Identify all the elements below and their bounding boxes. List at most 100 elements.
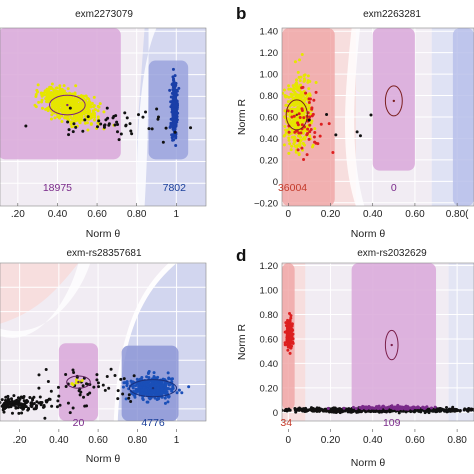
data-point bbox=[382, 405, 386, 409]
data-point bbox=[14, 406, 18, 410]
data-point bbox=[105, 106, 109, 110]
data-point bbox=[150, 391, 154, 395]
data-point bbox=[81, 129, 85, 133]
data-point bbox=[68, 106, 72, 110]
x-tick-label: 0.60 bbox=[88, 435, 108, 446]
data-point bbox=[37, 100, 41, 104]
data-point bbox=[308, 93, 312, 97]
data-point bbox=[287, 95, 291, 99]
cluster-nc bbox=[24, 106, 193, 144]
data-point bbox=[102, 125, 106, 129]
data-point bbox=[58, 86, 62, 90]
data-point bbox=[64, 372, 68, 376]
data-point bbox=[354, 407, 358, 411]
data-point bbox=[44, 97, 48, 101]
data-point bbox=[335, 407, 339, 411]
data-point bbox=[145, 375, 149, 379]
x-tick-label: 0 bbox=[286, 435, 292, 446]
data-point bbox=[43, 416, 47, 420]
y-tick-label: 1.00 bbox=[260, 285, 279, 296]
data-point bbox=[116, 130, 120, 134]
data-point bbox=[24, 124, 28, 128]
cluster-center bbox=[392, 99, 396, 103]
data-point bbox=[57, 394, 61, 398]
data-point bbox=[97, 385, 101, 389]
data-point bbox=[35, 88, 39, 92]
data-point bbox=[4, 401, 8, 405]
data-point bbox=[121, 392, 125, 396]
data-point bbox=[160, 380, 164, 384]
genotype-count: 20 bbox=[73, 417, 85, 429]
data-point bbox=[164, 386, 168, 390]
data-point bbox=[295, 85, 299, 89]
data-point bbox=[293, 60, 297, 64]
data-point bbox=[425, 409, 429, 413]
data-point bbox=[92, 118, 96, 122]
data-point bbox=[390, 404, 394, 408]
data-point bbox=[306, 74, 310, 78]
data-point bbox=[10, 411, 14, 415]
data-point bbox=[62, 84, 66, 88]
data-point bbox=[374, 405, 378, 409]
data-point bbox=[105, 374, 109, 378]
data-point bbox=[295, 144, 299, 148]
data-point bbox=[127, 393, 131, 397]
data-point bbox=[46, 380, 50, 384]
data-point bbox=[48, 397, 52, 401]
data-point bbox=[73, 119, 77, 123]
data-point bbox=[289, 332, 293, 336]
data-point bbox=[174, 136, 178, 140]
data-point bbox=[290, 144, 294, 148]
data-point bbox=[44, 107, 48, 111]
data-point bbox=[95, 378, 99, 382]
data-point bbox=[287, 117, 291, 121]
plot-frame bbox=[281, 262, 474, 422]
data-point bbox=[136, 113, 140, 117]
data-point bbox=[61, 98, 65, 102]
data-point bbox=[61, 95, 65, 99]
data-point bbox=[116, 389, 120, 393]
genotype-count: 4776 bbox=[141, 417, 165, 429]
data-point bbox=[290, 115, 294, 119]
data-point bbox=[58, 89, 62, 93]
cluster-center bbox=[66, 103, 69, 107]
data-point bbox=[287, 130, 291, 134]
data-point bbox=[296, 105, 300, 109]
data-point bbox=[92, 110, 96, 114]
data-point bbox=[432, 408, 436, 412]
data-point bbox=[387, 405, 391, 409]
data-point bbox=[156, 117, 160, 121]
data-point bbox=[0, 398, 4, 402]
data-point bbox=[171, 138, 175, 142]
data-point bbox=[285, 103, 289, 107]
data-point bbox=[247, 408, 250, 411]
data-point bbox=[48, 85, 52, 89]
data-point bbox=[6, 405, 10, 409]
data-point bbox=[147, 370, 151, 374]
plot-frame bbox=[281, 27, 474, 207]
data-point bbox=[300, 123, 304, 127]
data-point bbox=[166, 400, 170, 404]
data-point bbox=[282, 88, 286, 92]
data-point bbox=[282, 91, 285, 95]
data-point bbox=[291, 341, 295, 345]
data-point bbox=[346, 410, 350, 414]
data-point bbox=[302, 116, 306, 120]
data-point bbox=[50, 113, 54, 117]
data-point bbox=[378, 406, 382, 410]
data-point bbox=[145, 393, 149, 397]
data-point bbox=[309, 406, 313, 410]
data-point bbox=[169, 100, 173, 104]
data-point bbox=[294, 96, 298, 100]
y-tick-label: 0 bbox=[273, 408, 278, 419]
y-tick-label: 0.20 bbox=[260, 383, 279, 394]
data-point bbox=[371, 408, 375, 412]
data-point bbox=[56, 100, 60, 104]
data-point bbox=[86, 128, 90, 132]
data-point bbox=[150, 384, 154, 388]
data-point bbox=[330, 410, 334, 414]
data-point bbox=[9, 402, 13, 406]
data-point bbox=[292, 86, 296, 90]
data-point bbox=[300, 52, 304, 56]
data-point bbox=[293, 108, 297, 112]
